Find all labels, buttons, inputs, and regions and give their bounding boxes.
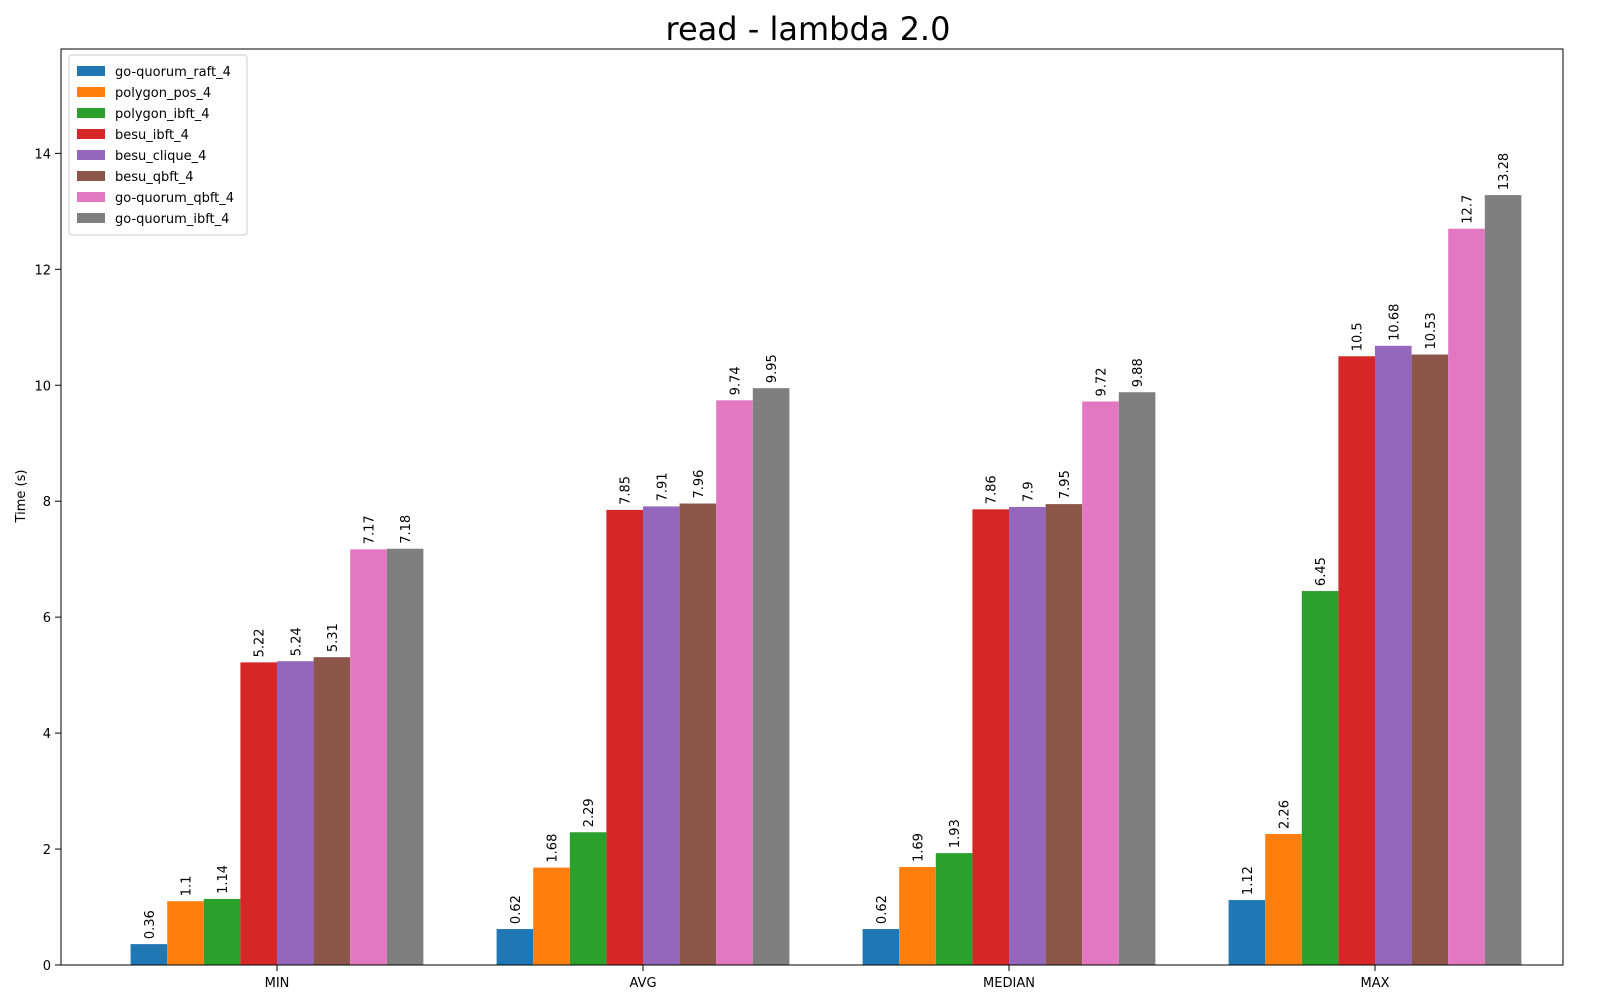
bar-besu_clique_4-min: [277, 661, 314, 965]
plot-area: 0 2 4 6 8 10 12 14 0.36 1.1 1.14 5.22 5.24 5.31 7.17 7.…: [34, 147, 1522, 991]
bar-value-label: 7.85: [619, 476, 634, 505]
x-tick-label: MIN: [265, 976, 290, 991]
bar-value-label: 1.1: [180, 876, 195, 897]
y-tick-label: 8: [43, 495, 51, 510]
bar-value-label: 7.95: [1058, 470, 1073, 499]
bar-besu_qbft_4-max: [1411, 354, 1449, 965]
y-tick-label: 10: [34, 379, 51, 394]
bar-value-label: 7.96: [692, 470, 707, 499]
bar-go-quorum_qbft_4-median: [1082, 401, 1119, 965]
bar-value-label: 9.72: [1095, 368, 1110, 397]
bar-polygon_ibft_4-max: [1301, 591, 1339, 965]
bar-value-label: 6.45: [1314, 557, 1329, 586]
x-tick-label: AVG: [629, 976, 656, 991]
y-tick-label: 0: [43, 959, 51, 974]
x-tick-label: MEDIAN: [983, 976, 1035, 991]
bar-polygon_pos_4-min: [167, 901, 204, 965]
legend-swatch: [77, 87, 105, 97]
y-tick-label: 14: [34, 147, 51, 162]
bar-besu_ibft_4-median: [972, 509, 1009, 965]
bar-polygon_ibft_4-median: [935, 853, 973, 965]
y-tick-label: 6: [43, 611, 51, 626]
legend-entry: besu_qbft_4: [115, 170, 193, 185]
bar-go-quorum_raft_4-min: [130, 944, 168, 965]
bar-go-quorum_ibft_4-max: [1484, 195, 1522, 966]
bar-value-label: 0.62: [875, 895, 890, 924]
bar-value-label: 2.26: [1278, 800, 1293, 829]
y-tick-label: 2: [43, 843, 51, 858]
bar-value-label: 5.22: [253, 628, 268, 657]
bar-go-quorum_qbft_4-max: [1448, 228, 1485, 966]
bar-polygon_ibft_4-min: [203, 898, 241, 965]
legend-entry: polygon_ibft_4: [115, 107, 210, 122]
bar-value-label: 1.14: [216, 865, 231, 894]
bar-besu_ibft_4-avg: [606, 509, 643, 965]
bar-value-label: 7.18: [399, 515, 414, 544]
bar-value-label: 1.93: [948, 819, 963, 848]
x-tick-label: MAX: [1360, 976, 1389, 991]
bar-go-quorum_ibft_4-median: [1118, 392, 1156, 966]
bar-polygon_pos_4-avg: [533, 867, 570, 965]
bar-besu_qbft_4-median: [1045, 504, 1083, 965]
bar-value-label: 9.95: [765, 354, 780, 383]
legend-entry: besu_ibft_4: [115, 128, 189, 143]
bar-value-label: 10.53: [1424, 312, 1439, 349]
bar-go-quorum_qbft_4-avg: [716, 400, 753, 966]
legend-swatch: [77, 129, 105, 139]
legend-box: [68, 54, 248, 236]
bar-value-label: 2.29: [582, 798, 597, 827]
plot-frame: [60, 48, 1564, 966]
bar-go-quorum_ibft_4-min: [386, 548, 424, 965]
bar-besu_qbft_4-avg: [679, 503, 717, 965]
legend-entry: go-quorum_raft_4: [115, 65, 231, 80]
y-axis-label: Time (s): [14, 470, 29, 524]
legend-swatch: [77, 171, 105, 181]
bar-value-label: 5.24: [289, 627, 304, 656]
legend-swatch: [77, 150, 105, 160]
legend-entry: go-quorum_qbft_4: [115, 191, 234, 206]
bar-value-label: 0.62: [509, 895, 524, 924]
legend-swatch: [77, 108, 105, 118]
bar-value-label: 7.9: [1021, 481, 1036, 502]
bar-besu_clique_4-median: [1009, 507, 1046, 965]
y-tick-label: 4: [43, 727, 51, 742]
legend-swatch: [77, 66, 105, 76]
bar-besu_ibft_4-min: [240, 662, 277, 965]
bar-polygon_ibft_4-avg: [569, 832, 607, 965]
legend-swatch: [77, 192, 105, 202]
bar-besu_clique_4-avg: [643, 506, 680, 965]
legend: go-quorum_raft_4 polygon_pos_4 polygon_ibf…: [68, 54, 248, 236]
bar-value-label: 0.36: [143, 910, 158, 939]
bar-value-label: 13.28: [1497, 153, 1512, 190]
legend-swatch: [77, 213, 105, 223]
bar-value-label: 10.68: [1387, 304, 1402, 341]
bar-go-quorum_raft_4-max: [1228, 900, 1266, 965]
bar-value-label: 5.31: [326, 623, 341, 652]
bar-besu_ibft_4-max: [1338, 356, 1375, 965]
legend-entry: polygon_pos_4: [115, 86, 211, 101]
bar-value-label: 1.12: [1241, 866, 1256, 895]
bar-go-quorum_qbft_4-min: [350, 549, 387, 965]
bar-polygon_pos_4-max: [1265, 833, 1302, 965]
bar-value-label: 9.74: [729, 366, 744, 395]
legend-entry: besu_clique_4: [115, 149, 206, 164]
bar-value-label: 1.69: [912, 833, 927, 862]
y-tick-label: 12: [34, 263, 51, 278]
bar-go-quorum_ibft_4-avg: [752, 388, 790, 966]
bar-value-label: 7.91: [655, 472, 670, 501]
bar-value-label: 7.17: [363, 515, 378, 544]
bar-besu_qbft_4-min: [313, 657, 351, 965]
bar-value-label: 10.5: [1351, 322, 1366, 351]
bar-polygon_pos_4-median: [899, 867, 936, 965]
bar-value-label: 1.68: [546, 834, 561, 863]
bar-go-quorum_raft_4-avg: [496, 929, 534, 965]
bar-besu_clique_4-max: [1375, 345, 1412, 965]
bar-go-quorum_raft_4-median: [862, 929, 900, 965]
chart-title: read - lambda 2.0: [666, 10, 951, 48]
bar-value-label: 9.88: [1131, 358, 1146, 387]
bar-value-label: 7.86: [985, 475, 1000, 504]
legend-entry: go-quorum_ibft_4: [115, 212, 229, 227]
bar-value-label: 12.7: [1461, 195, 1476, 224]
